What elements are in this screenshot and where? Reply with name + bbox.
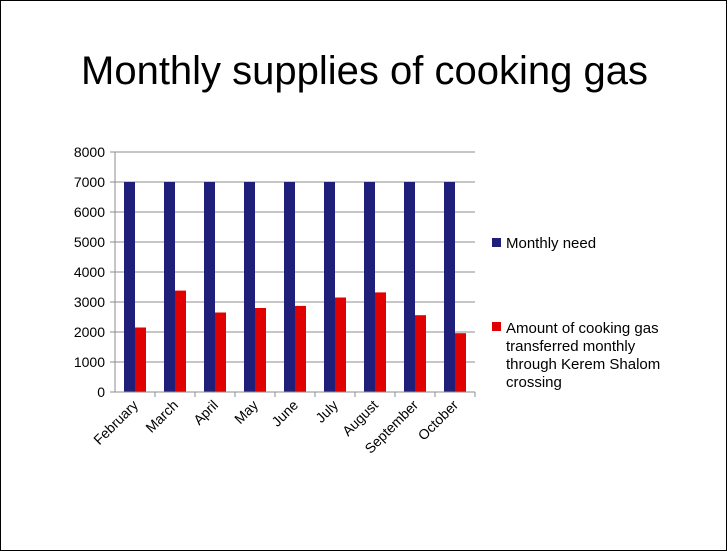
x-tick-label: April (190, 397, 221, 428)
bar-monthly-need (324, 182, 335, 392)
bar-monthly-need (444, 182, 455, 392)
legend-label-amount-transferred: Amount of cooking gas (506, 320, 659, 337)
bar-monthly-need (244, 182, 255, 392)
legend-label-amount-transferred: crossing (506, 374, 562, 391)
bar-amount-transferred (215, 312, 226, 392)
legend-label-monthly-need: Monthly need (506, 235, 596, 252)
y-tick-label: 3000 (74, 294, 105, 310)
bar-amount-transferred (455, 333, 466, 392)
x-tick-label: July (312, 397, 341, 426)
legend-label-amount-transferred: transferred monthly (506, 338, 636, 355)
x-tick-label: February (90, 397, 141, 448)
bar-amount-transferred (295, 305, 306, 392)
x-tick-label: May (231, 397, 261, 427)
chart-title: Monthly supplies of cooking gas (81, 49, 648, 93)
bar-amount-transferred (175, 290, 186, 392)
x-tick-labels: February March April May June JulyAugustSepte… (90, 397, 461, 457)
legend-swatch-amount-transferred (492, 322, 501, 331)
legend-swatch-monthly-need (492, 238, 501, 247)
y-tick-label: 7000 (74, 174, 105, 190)
y-tick-label: 4000 (74, 264, 105, 280)
bar-monthly-need (124, 182, 135, 392)
y-tick-label: 8000 (74, 144, 105, 160)
bar-amount-transferred (375, 292, 386, 392)
y-tick-label: 1000 (74, 354, 105, 370)
bar-monthly-need (164, 182, 175, 392)
y-tick-label: 2000 (74, 324, 105, 340)
x-tick-label: June (268, 397, 301, 430)
bars (124, 182, 466, 392)
bar-monthly-need (364, 182, 375, 392)
axes (110, 151, 476, 397)
x-tick-label: October (415, 397, 462, 444)
bar-monthly-need (404, 182, 415, 392)
bar-amount-transferred (255, 308, 266, 392)
y-tick-label: 6000 (74, 204, 105, 220)
bar-monthly-need (204, 182, 215, 392)
bar-amount-transferred (415, 315, 426, 392)
bar-amount-transferred (335, 297, 346, 392)
legend-label-amount-transferred: through Kerem Shalom (506, 356, 660, 373)
bar-monthly-need (284, 182, 295, 392)
y-tick-label: 0 (97, 384, 105, 400)
legend: Monthly need Amount of cooking gastransfe… (492, 235, 660, 391)
x-tick-label: March (142, 397, 181, 436)
y-tick-label: 5000 (74, 234, 105, 250)
y-tick-labels: 0 1000 2000 3000 4000 5000 6000 7000 8000 (74, 144, 105, 400)
bar-amount-transferred (135, 327, 146, 392)
